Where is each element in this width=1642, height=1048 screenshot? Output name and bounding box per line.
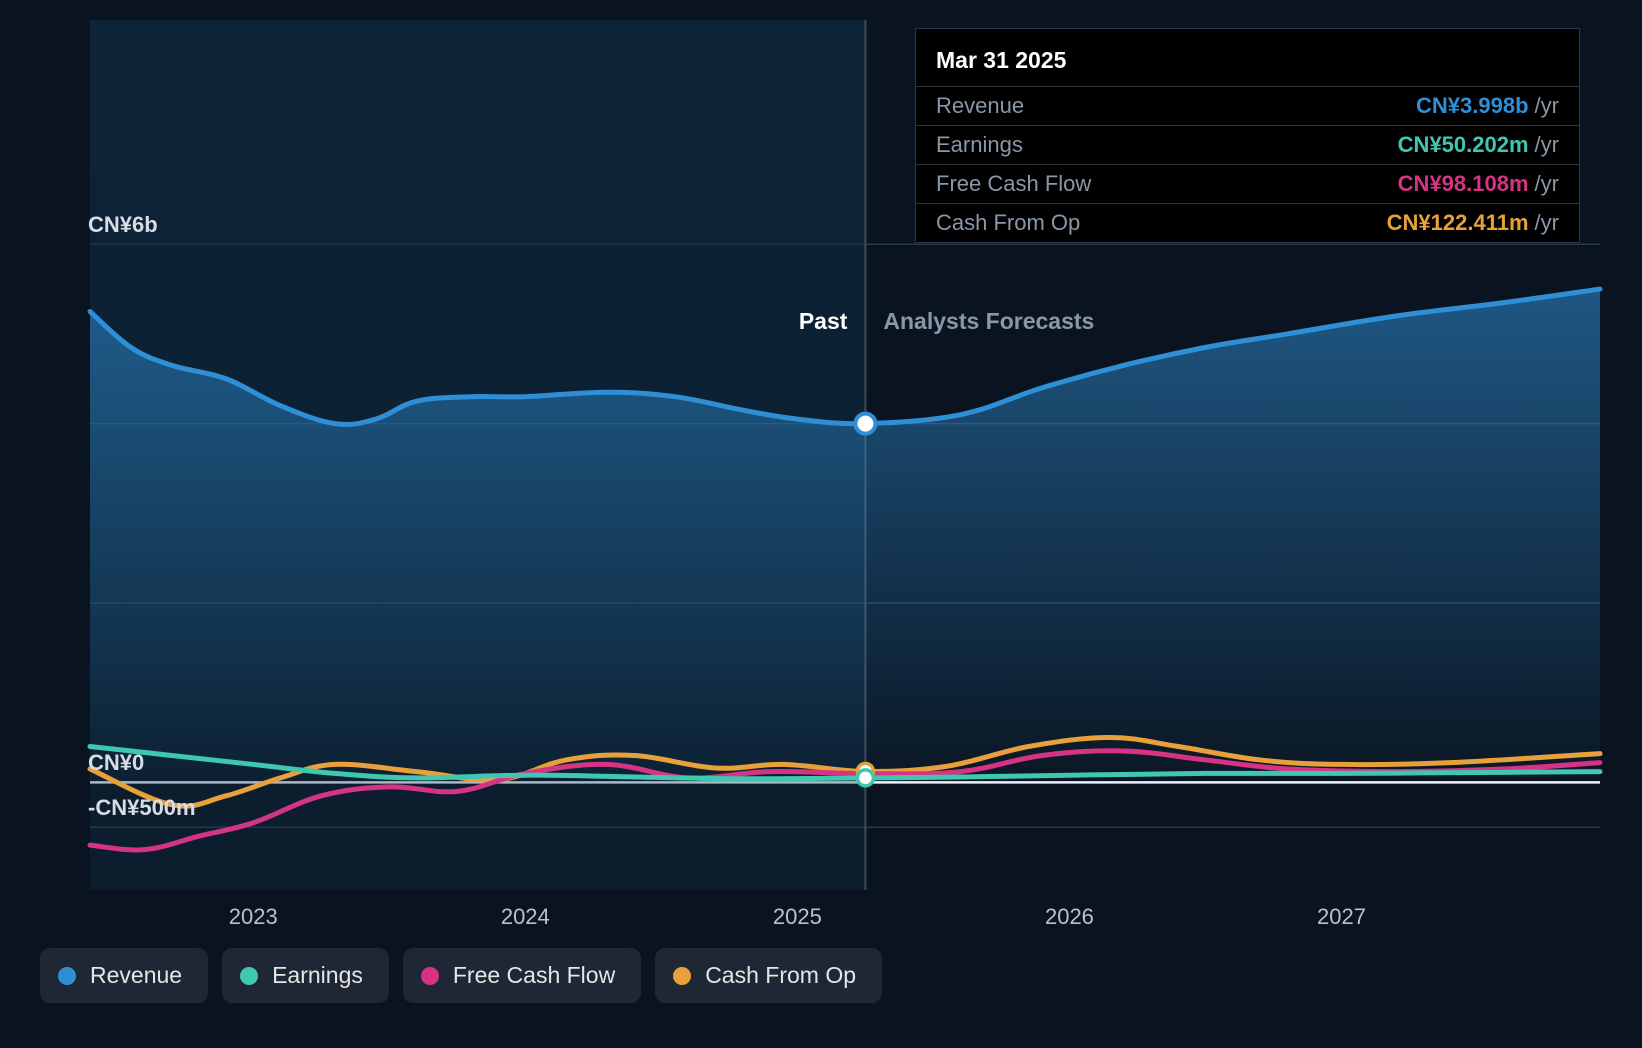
tooltip-row-suffix: /yr	[1535, 171, 1559, 197]
tooltip-row: RevenueCN¥3.998b/yr	[916, 86, 1579, 125]
legend-item-cash_from_op[interactable]: Cash From Op	[655, 948, 882, 1003]
y-tick-label: -CN¥500m	[88, 795, 196, 821]
tooltip-row-value: CN¥122.411m	[1387, 210, 1529, 236]
legend-label: Earnings	[272, 962, 363, 989]
marker-revenue[interactable]	[855, 414, 875, 434]
tooltip-row: EarningsCN¥50.202m/yr	[916, 125, 1579, 164]
x-tick-label: 2024	[501, 904, 550, 930]
y-tick-label: CN¥6b	[88, 212, 158, 238]
marker-earnings[interactable]	[857, 770, 873, 786]
tooltip-row-label: Earnings	[936, 132, 1398, 158]
tooltip-row-value: CN¥3.998b	[1416, 93, 1529, 119]
x-tick-label: 2026	[1045, 904, 1094, 930]
legend-dot-icon	[673, 967, 691, 985]
chart-legend: Revenue Earnings Free Cash Flow Cash From O…	[40, 948, 882, 1003]
x-tick-label: 2025	[773, 904, 822, 930]
legend-item-revenue[interactable]: Revenue	[40, 948, 208, 1003]
tooltip-row: Cash From OpCN¥122.411m/yr	[916, 203, 1579, 242]
tooltip-row-value: CN¥98.108m	[1398, 171, 1529, 197]
legend-dot-icon	[240, 967, 258, 985]
tooltip-card: Mar 31 2025 RevenueCN¥3.998b/yrEarningsC…	[915, 28, 1580, 243]
tooltip-row-value: CN¥50.202m	[1398, 132, 1529, 158]
legend-label: Free Cash Flow	[453, 962, 615, 989]
tooltip-row-label: Cash From Op	[936, 210, 1387, 236]
tooltip-row-suffix: /yr	[1535, 210, 1559, 236]
tooltip-row-label: Revenue	[936, 93, 1416, 119]
tooltip-row: Free Cash FlowCN¥98.108m/yr	[916, 164, 1579, 203]
past-label: Past	[799, 308, 848, 335]
x-tick-label: 2023	[229, 904, 278, 930]
legend-dot-icon	[58, 967, 76, 985]
tooltip-row-label: Free Cash Flow	[936, 171, 1398, 197]
tooltip-date: Mar 31 2025	[916, 41, 1579, 86]
tooltip-row-suffix: /yr	[1535, 132, 1559, 158]
legend-label: Revenue	[90, 962, 182, 989]
tooltip-row-suffix: /yr	[1535, 93, 1559, 119]
forecast-label: Analysts Forecasts	[883, 308, 1094, 335]
legend-item-earnings[interactable]: Earnings	[222, 948, 389, 1003]
y-tick-label: CN¥0	[88, 750, 144, 776]
x-tick-label: 2027	[1317, 904, 1366, 930]
legend-label: Cash From Op	[705, 962, 856, 989]
legend-item-free_cash_flow[interactable]: Free Cash Flow	[403, 948, 641, 1003]
financial-chart: CN¥6bCN¥0-CN¥500m 20232024202520262027 P…	[40, 20, 1600, 890]
legend-dot-icon	[421, 967, 439, 985]
